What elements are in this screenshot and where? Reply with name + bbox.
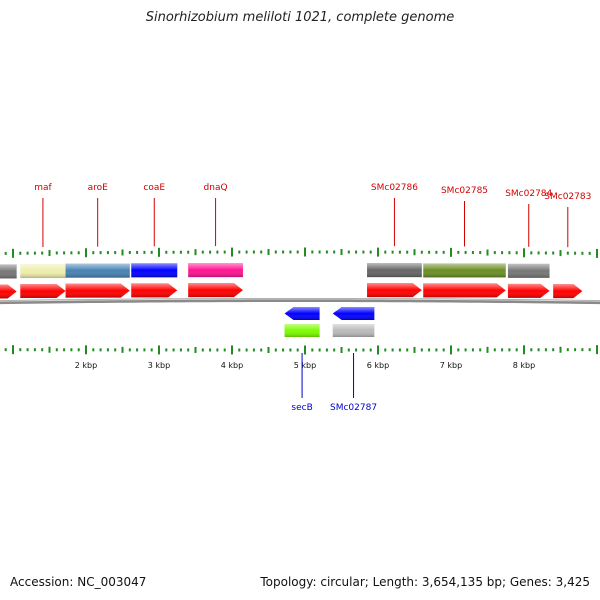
reverse-gene-bar-SMc02787-shade [332, 324, 375, 337]
gene-label-SMc02786: SMc02786 [371, 183, 418, 193]
gene-label-coaE: coaE [143, 183, 165, 193]
genome-backbone [0, 298, 600, 305]
gene-label-maf: maf [34, 183, 52, 193]
forward-gene-bar-SMc02786-shade [367, 263, 422, 278]
forward-gene-bar-SMc02785-shade [423, 263, 506, 278]
gene-label-SMc02785: SMc02785 [441, 186, 488, 196]
backbone-highlight [0, 298, 600, 302]
gene-label-secB: secB [291, 403, 312, 413]
axis-label-7kbp: 7 kbp [440, 361, 462, 370]
forward-gene-arrow-maf-shade [20, 284, 66, 299]
forward-gene-arrow-SMc02785-shade [423, 283, 506, 298]
axis-label-2kbp: 2 kbp [75, 361, 97, 370]
axis-label-4kbp: 4 kbp [221, 361, 243, 370]
gene-label-SMc02783: SMc02783 [544, 192, 591, 202]
axis-label-3kbp: 3 kbp [148, 361, 170, 370]
forward-gene-bar-dnaQ-shade [188, 263, 243, 278]
forward-gene-arrow-dnaQ-shade [188, 283, 243, 298]
forward-gene-bar-coaE-shade [131, 263, 178, 278]
axis-label-6kbp: 6 kbp [367, 361, 389, 370]
forward-gene-arrow-aroE-shade [65, 283, 130, 298]
genome-summary-text: Topology: circular; Length: 3,654,135 bp… [260, 575, 590, 589]
genome-title: Sinorhizobium meliloti 1021, complete ge… [145, 10, 455, 25]
forward-gene-bar-0-shade [0, 264, 17, 279]
gene-label-dnaQ: dnaQ [204, 183, 228, 193]
axis-label-5kbp: 5 kbp [294, 361, 316, 370]
forward-gene-arrow-SMc02786-shade [367, 283, 422, 298]
reverse-gene-bar-secB-shade [284, 324, 320, 337]
accession-text: Accession: NC_003047 [10, 575, 147, 589]
reverse-gene-arrow-secB-shade [284, 307, 320, 320]
forward-gene-arrow-coaE-shade [131, 283, 178, 298]
forward-gene-bar-maf-shade [20, 264, 66, 279]
forward-gene-bar-SMc02784-shade [507, 263, 550, 278]
forward-gene-arrow-SMc02784-shade [507, 283, 550, 298]
reverse-gene-arrow-SMc02787-shade [332, 307, 375, 320]
axis-label-8kbp: 8 kbp [513, 361, 535, 370]
gene-label-SMc02784: SMc02784 [505, 189, 552, 199]
forward-gene-bar-aroE-shade [65, 263, 130, 278]
forward-gene-arrow-SMc02783-shade [553, 284, 583, 299]
gene-label-SMc02787: SMc02787 [330, 403, 377, 413]
gene-label-aroE: aroE [88, 183, 109, 193]
forward-gene-arrow-0-shade [0, 284, 17, 299]
